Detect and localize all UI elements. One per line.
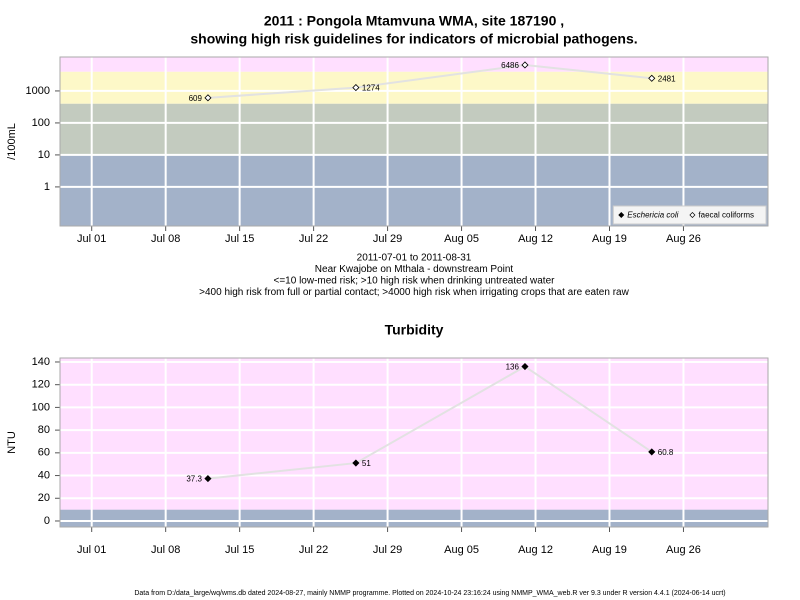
x-tick-label: Aug 19 (592, 544, 627, 556)
y-axis-label: /100mL (6, 123, 18, 160)
x-tick-label: Aug 26 (666, 233, 701, 245)
x-tick-label: Jul 01 (77, 233, 106, 245)
x-tick-label: Jul 29 (373, 544, 402, 556)
x-tick-label: Jul 15 (225, 233, 254, 245)
note: Near Kwajobe on Mthala - downstream Poin… (315, 264, 514, 275)
footer: Data from D:/data_large/wq/wms.db dated … (134, 590, 725, 597)
data-label: 6486 (501, 61, 519, 70)
data-point (204, 475, 212, 483)
legend: Eschericia coli faecal coliforms (612, 205, 767, 225)
series-line (207, 63, 652, 99)
data-label: 37.3 (186, 475, 202, 484)
data-point (521, 362, 529, 371)
note: 2011-07-01 to 2011-08-31 (357, 253, 472, 264)
data-point (648, 74, 656, 82)
y-tick-label: 60 (38, 447, 50, 459)
x-tick-label: Jul 22 (299, 544, 328, 556)
x-tick-label: Jul 15 (225, 544, 254, 556)
y-tick-label: 100 (32, 117, 50, 129)
risk-band (60, 358, 768, 510)
x-tick-label: Aug 12 (518, 544, 553, 556)
data-label: 51 (362, 459, 371, 468)
plot-frame (59, 56, 769, 227)
y-axis-label: NTU (6, 431, 18, 454)
chart-title: Turbidity (385, 322, 444, 338)
x-tick-label: Jul 08 (151, 544, 180, 556)
risk-band (60, 509, 768, 527)
y-tick-label: 1000 (26, 85, 50, 97)
y-tick-label: 80 (38, 424, 50, 436)
x-tick-label: Aug 12 (518, 233, 553, 245)
data-point (352, 84, 360, 92)
y-tick-label: 100 (32, 401, 50, 413)
y-tick-label: 0 (44, 515, 50, 527)
y-tick-label: 1 (44, 181, 50, 193)
data-label: 136 (506, 363, 520, 372)
data-label: 2481 (658, 74, 676, 83)
y-tick-label: 120 (32, 379, 50, 391)
data-point (204, 94, 212, 102)
data-label: 60.8 (658, 448, 674, 457)
x-tick-label: Jul 29 (373, 233, 402, 245)
x-tick-label: Jul 08 (151, 233, 180, 245)
legend-label: faecal coliforms (698, 211, 754, 220)
risk-band (60, 103, 768, 155)
plot-frame (59, 357, 769, 528)
legend-marker (618, 212, 625, 218)
x-tick-label: Aug 05 (444, 544, 479, 556)
chart-title: showing high risk guidelines for indicat… (190, 31, 637, 47)
data-label: 609 (189, 94, 203, 103)
data-point (352, 459, 360, 467)
y-tick-label: 20 (38, 492, 50, 504)
x-tick-label: Aug 19 (592, 233, 627, 245)
note: <=10 low-med risk; >10 high risk when dr… (274, 276, 556, 287)
x-tick-label: Jul 22 (299, 233, 328, 245)
risk-band (60, 57, 768, 72)
x-tick-label: Jul 01 (77, 544, 106, 556)
x-tick-label: Aug 26 (666, 544, 701, 556)
data-label: 1274 (362, 84, 380, 93)
note: >400 high risk from full or partial cont… (199, 287, 629, 298)
y-tick-label: 40 (38, 469, 50, 481)
legend-marker (689, 212, 696, 218)
x-tick-label: Aug 05 (444, 233, 479, 245)
chart-title: 2011 : Pongola Mtamvuna WMA, site 187190… (264, 13, 564, 29)
data-point (521, 61, 529, 69)
series-line (207, 365, 653, 480)
data-point (648, 448, 656, 456)
y-tick-label: 10 (38, 149, 50, 161)
y-tick-label: 140 (32, 356, 50, 368)
legend-label: Eschericia coli (627, 211, 678, 220)
